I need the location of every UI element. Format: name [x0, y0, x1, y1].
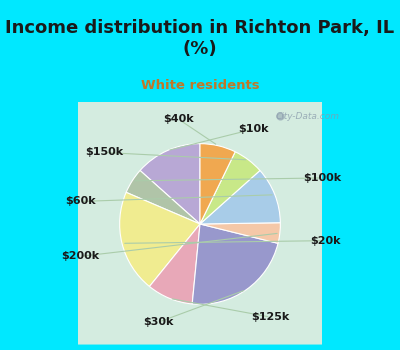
Text: $30k: $30k: [144, 317, 174, 327]
Wedge shape: [120, 193, 200, 287]
Text: $200k: $200k: [61, 251, 100, 261]
Text: $100k: $100k: [304, 173, 342, 183]
Text: $150k: $150k: [85, 147, 123, 158]
Wedge shape: [140, 144, 200, 224]
Wedge shape: [200, 223, 280, 243]
Text: City-Data.com: City-Data.com: [276, 112, 340, 121]
Wedge shape: [200, 170, 280, 224]
Wedge shape: [126, 170, 200, 224]
Wedge shape: [200, 144, 235, 224]
FancyBboxPatch shape: [35, 94, 365, 344]
Wedge shape: [192, 224, 278, 304]
Text: Income distribution in Richton Park, IL
(%): Income distribution in Richton Park, IL …: [6, 19, 394, 58]
Text: $40k: $40k: [163, 114, 194, 124]
Wedge shape: [150, 224, 200, 304]
Text: $60k: $60k: [65, 196, 96, 206]
Text: $125k: $125k: [252, 312, 290, 322]
Text: $10k: $10k: [239, 124, 269, 134]
Wedge shape: [200, 152, 260, 224]
Text: $20k: $20k: [310, 236, 341, 246]
Text: White residents: White residents: [141, 79, 259, 92]
